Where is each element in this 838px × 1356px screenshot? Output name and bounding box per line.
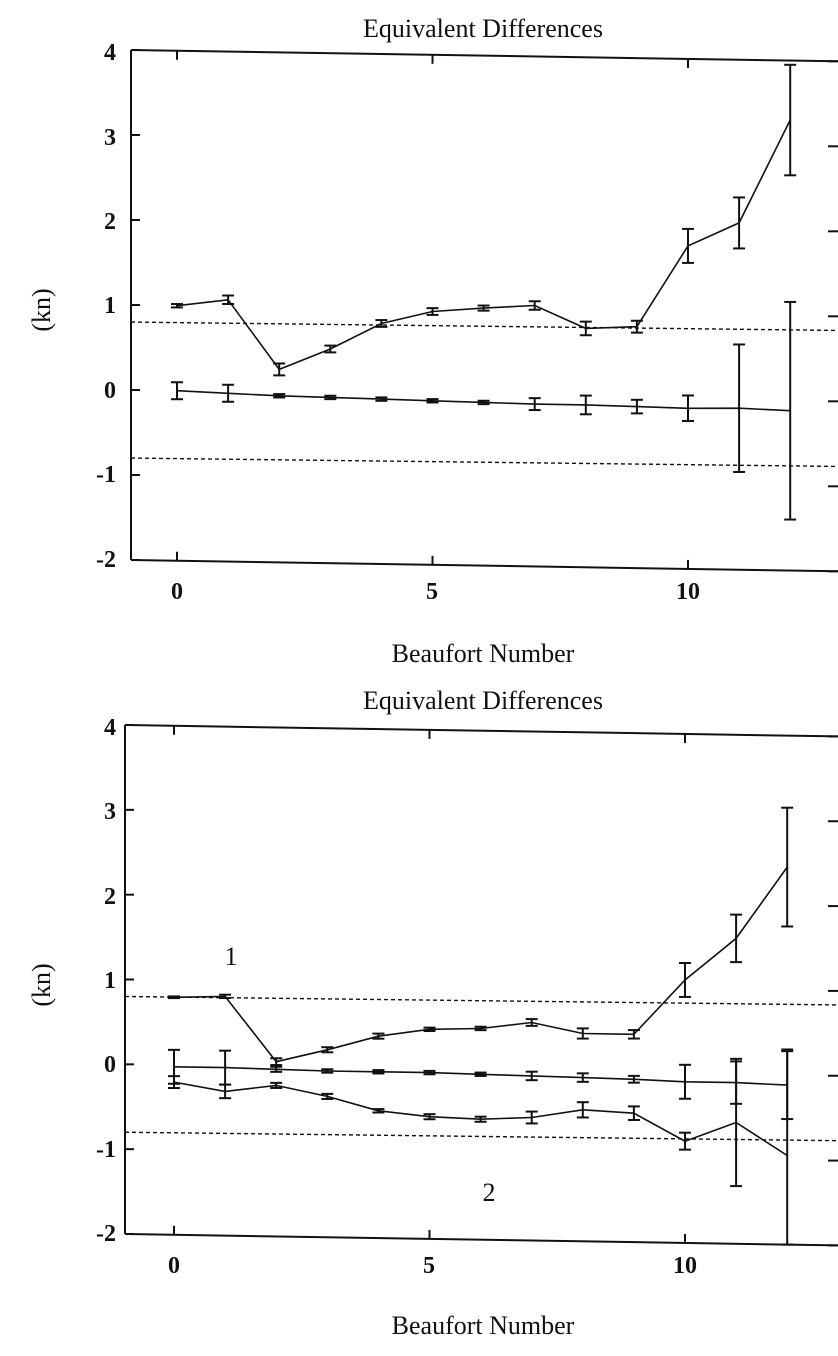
chart-2-plot-area <box>124 724 838 1247</box>
chart-2-y-tick-label: -1 <box>96 1137 116 1163</box>
chart-2-x-tick-label: 10 <box>673 1253 697 1279</box>
chart-1-title: Equivalent Differences <box>363 14 603 43</box>
chart-1-x-tick-label: 10 <box>676 579 700 605</box>
chart-1-y-tick-label: -1 <box>96 462 116 488</box>
axis-top <box>130 49 838 63</box>
chart-1-y-tick-label: 3 <box>104 125 116 151</box>
chart-2-x-axis-label: Beaufort Number <box>392 1311 575 1340</box>
chart-2-y-tick-labels: 4 3 2 1 0 -1 -2 <box>96 715 116 1247</box>
chart-1: Equivalent Differences Beaufort Number (… <box>27 14 838 668</box>
chart-1-y-tick-label: 1 <box>104 293 116 319</box>
chart-2-y-tick-label: 4 <box>104 715 116 741</box>
reference-line-dashed <box>124 995 838 1006</box>
axis-bottom <box>130 559 838 573</box>
chart-2-y-axis-label: (kn) <box>27 963 56 1006</box>
chart-1-x-tick-labels: 0 5 10 <box>171 579 700 605</box>
chart-1-plot-area <box>130 49 838 573</box>
chart-2-x-tick-label: 0 <box>168 1253 180 1279</box>
chart-2-x-tick-labels: 0 5 10 <box>168 1253 697 1279</box>
reference-line-dashed <box>130 321 838 332</box>
series-line <box>173 866 788 1063</box>
chart-1-y-tick-label: -2 <box>96 547 116 573</box>
chart-1-y-axis-label: (kn) <box>27 288 56 331</box>
chart-2-x-tick-label: 5 <box>423 1253 435 1279</box>
chart-2-annotation-1: 1 <box>225 942 238 971</box>
chart-1-x-tick-label: 5 <box>426 579 438 605</box>
chart-2-annotation-2: 2 <box>483 1178 496 1207</box>
chart-1-y-tick-label: 0 <box>104 378 116 404</box>
reference-line-dashed <box>124 1131 838 1142</box>
chart-1-x-axis-label: Beaufort Number <box>392 639 575 668</box>
chart-2-title: Equivalent Differences <box>363 686 603 715</box>
chart-1-y-tick-label: 2 <box>104 209 116 235</box>
axis-bottom <box>124 1233 838 1247</box>
chart-2-y-tick-label: -2 <box>96 1221 116 1247</box>
chart-1-x-tick-label: 0 <box>171 579 183 605</box>
chart-2-y-tick-label: 3 <box>104 799 116 825</box>
chart-2-y-tick-label: 0 <box>104 1052 116 1078</box>
chart-2: Equivalent Differences Beaufort Number (… <box>27 686 838 1340</box>
chart-1-y-tick-label: 4 <box>104 40 116 66</box>
series-line <box>176 119 791 371</box>
chart-2-y-tick-label: 2 <box>104 884 116 910</box>
chart-2-y-tick-label: 1 <box>104 968 116 994</box>
axis-top <box>124 724 838 738</box>
chart-1-y-tick-labels: 4 3 2 1 0 -1 -2 <box>96 40 116 573</box>
reference-line-dashed <box>130 457 838 468</box>
